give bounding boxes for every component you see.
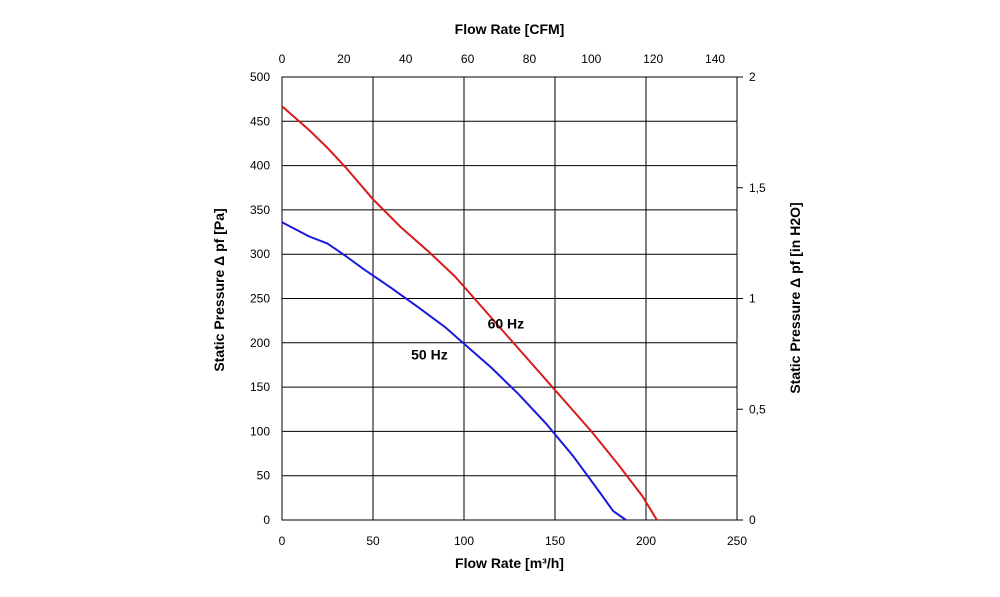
gridlines [282,77,737,520]
y-right-tick-label: 1 [749,292,756,306]
x-tick-label: 150 [545,534,565,548]
series-line-60-hz [281,105,658,521]
series-label-50-hz: 50 Hz [411,347,448,363]
series-line-50-hz [281,221,627,521]
y-tick-label: 300 [250,247,270,261]
y-tick-label: 0 [263,513,270,527]
x-top-tick-label: 20 [337,52,351,66]
x-top-tick-label: 100 [581,52,601,66]
y-tick-label: 350 [250,203,270,217]
x-top-tick-label: 80 [523,52,537,66]
x-top-tick-label: 140 [705,52,725,66]
y-right-tick-label: 0 [749,513,756,527]
x-top-tick-label: 40 [399,52,413,66]
bottom-axis-title: Flow Rate [m³/h] [455,555,564,571]
y-right-tick-label: 2 [749,70,756,84]
tick-labels: 0 50 100 150 200 2500501001502002503003504004… [250,52,766,548]
y-tick-label: 150 [250,380,270,394]
y-tick-label: 50 [257,469,271,483]
y-tick-label: 400 [250,159,270,173]
right-axis-title: Static Pressure Δ pf [in H2O] [787,202,803,393]
x-tick-label: 0 [279,534,286,548]
y-right-tick-label: 0,5 [749,402,766,416]
y-tick-label: 200 [250,336,270,350]
y-tick-label: 500 [250,70,270,84]
top-axis-title: Flow Rate [CFM] [455,21,565,37]
x-top-tick-label: 60 [461,52,475,66]
x-tick-label: 50 [366,534,380,548]
left-axis-title: Static Pressure Δ pf [Pa] [211,208,227,371]
x-top-tick-label: 0 [279,52,286,66]
x-top-tick-label: 120 [643,52,663,66]
y-tick-label: 100 [250,424,270,438]
y-tick-label: 450 [250,114,270,128]
series-label-60-hz: 60 Hz [488,316,525,332]
x-tick-label: 100 [454,534,474,548]
y-tick-label: 250 [250,292,270,306]
x-tick-label: 250 [727,534,747,548]
series-lines: 50 Hz 60 Hz [281,105,658,521]
y-right-tick-label: 1,5 [749,181,766,195]
x-tick-label: 200 [636,534,656,548]
